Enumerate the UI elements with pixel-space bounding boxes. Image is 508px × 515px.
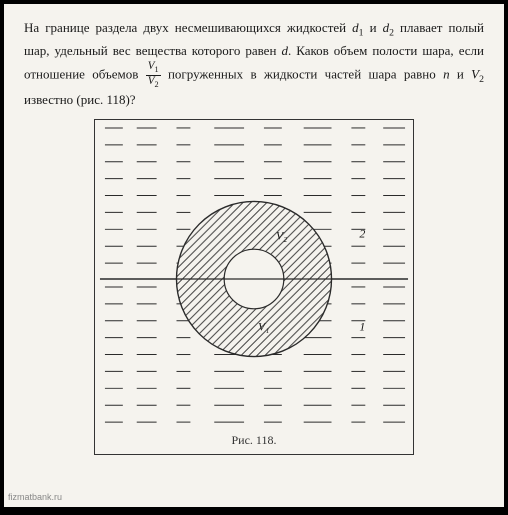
problem-text: На границе раздела двух несмешивающихся … (4, 4, 504, 115)
text-part: На границе раздела двух несмешивающихся … (24, 20, 352, 35)
label-V1: V₁ (258, 320, 269, 334)
page: На границе раздела двух несмешивающихся … (4, 4, 504, 507)
label-V2: V₂ (276, 228, 287, 242)
figure-svg: V₂ V₁ 2 1 (95, 120, 413, 428)
var-V2: V (471, 66, 479, 81)
text-part: и (450, 66, 472, 81)
var-V2-sub: 2 (479, 74, 484, 85)
text-part: известно (рис. 118)? (24, 92, 136, 107)
figure-caption: Рис. 118. (95, 428, 413, 454)
label-layer-1: 1 (359, 320, 365, 334)
text-part: и (364, 20, 383, 35)
label-layer-2: 2 (359, 226, 365, 240)
text-part: погруженных в жидкости частей шара равно (161, 66, 443, 81)
figure: V₂ V₁ 2 1 Рис. 118. (94, 119, 414, 455)
watermark: fizmatbank.ru (8, 492, 62, 502)
fraction: V1V2 (146, 61, 161, 90)
